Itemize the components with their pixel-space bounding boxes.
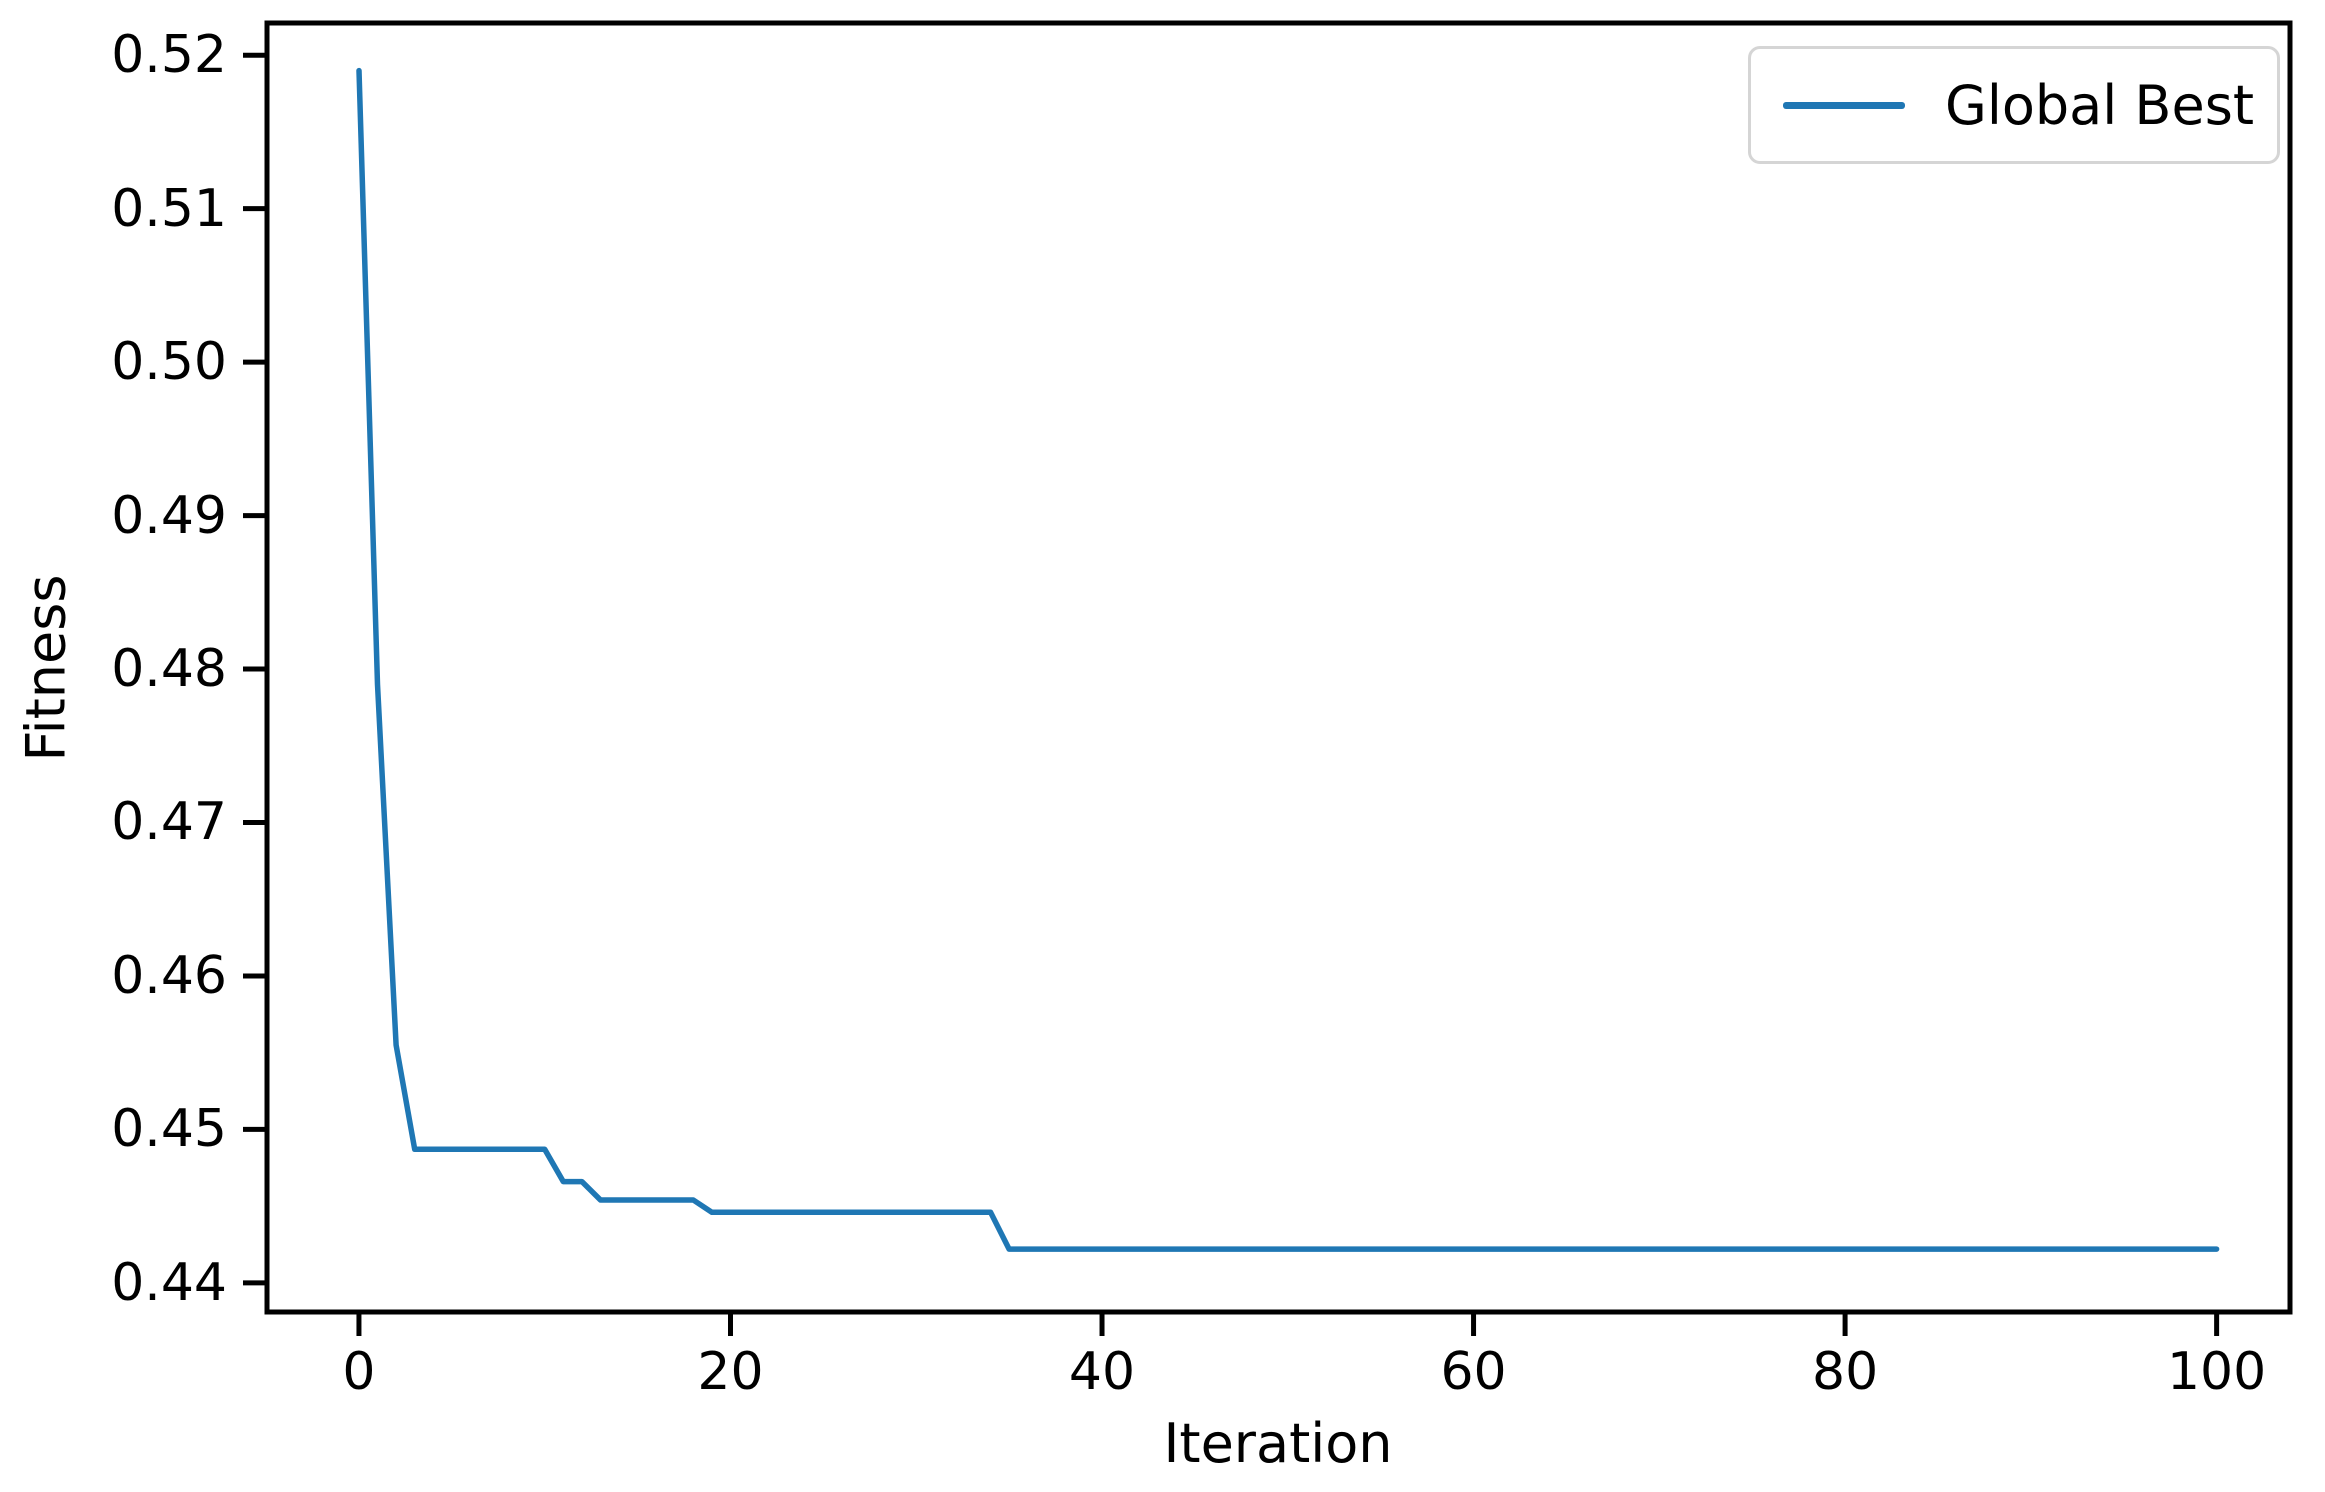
y-tick-label: 0.51 <box>111 178 227 239</box>
y-tick-label: 0.48 <box>111 639 227 700</box>
legend-label: Global Best <box>1945 73 2254 137</box>
x-tick-label: 20 <box>697 1342 764 1402</box>
y-tick-label: 0.52 <box>111 25 227 86</box>
axes-spines <box>264 20 2293 1315</box>
series-line <box>356 67 2220 1252</box>
x-axis-title: Iteration <box>1163 1412 1393 1475</box>
y-tick-label: 0.50 <box>111 332 227 393</box>
x-tick-label: 40 <box>1068 1342 1136 1402</box>
x-tick-label: 0 <box>342 1342 376 1402</box>
y-tick-label: 0.44 <box>111 1252 227 1313</box>
x-tick-label: 80 <box>1811 1342 1879 1402</box>
y-axis-title: Fitness <box>14 574 78 762</box>
x-tick-label: 60 <box>1440 1342 1507 1402</box>
x-tick-label: 100 <box>2166 1342 2267 1402</box>
y-tick-label: 0.47 <box>111 792 227 853</box>
y-tick-label: 0.45 <box>111 1099 227 1160</box>
y-tick-label: 0.49 <box>111 485 227 546</box>
legend: Global Best <box>1748 46 2280 164</box>
y-tick-label: 0.46 <box>111 945 227 1006</box>
legend-line-swatch <box>1783 101 1905 109</box>
